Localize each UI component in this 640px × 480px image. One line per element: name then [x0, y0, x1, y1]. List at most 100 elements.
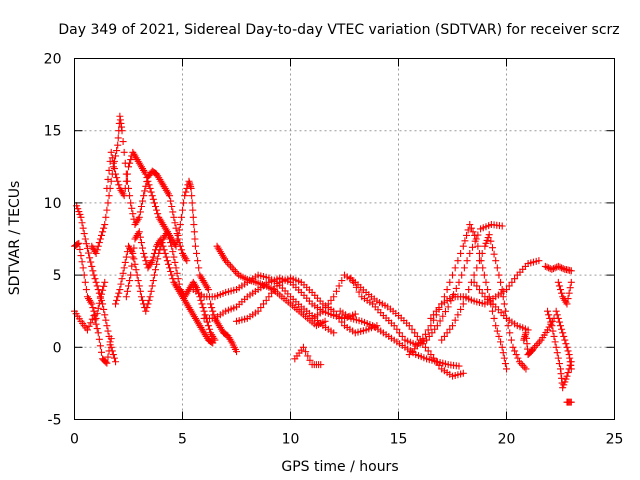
- data-point: [520, 363, 528, 371]
- data-point: [146, 184, 154, 192]
- data-point: [555, 360, 563, 368]
- data-point: [535, 338, 543, 346]
- data-point: [431, 325, 439, 333]
- data-point: [507, 336, 515, 344]
- data-point: [425, 332, 433, 340]
- data-point: [173, 269, 181, 277]
- data-point: [558, 264, 566, 272]
- data-point: [544, 307, 552, 315]
- data-point: [100, 282, 108, 290]
- data-point: [567, 398, 575, 406]
- data-point: [161, 249, 169, 257]
- data-point: [515, 358, 523, 366]
- data-point: [452, 284, 460, 292]
- data-point: [469, 228, 477, 236]
- data-point: [427, 314, 435, 322]
- x-tick-label: 10: [282, 432, 300, 448]
- data-point: [148, 192, 156, 200]
- series-track-10: [189, 271, 338, 337]
- x-tick-label: 5: [178, 432, 187, 448]
- data-point: [210, 311, 218, 319]
- data-point: [304, 352, 312, 360]
- data-point: [189, 213, 197, 221]
- data-point: [96, 293, 104, 301]
- data-point: [188, 192, 196, 200]
- data-point: [127, 156, 135, 164]
- data-point: [82, 240, 90, 248]
- data-point: [567, 278, 575, 286]
- data-point: [473, 282, 481, 290]
- data-point: [99, 300, 107, 308]
- data-point: [228, 264, 236, 272]
- data-point: [122, 253, 130, 261]
- data-point: [99, 286, 107, 294]
- data-point: [145, 181, 153, 189]
- data-point: [96, 235, 104, 243]
- x-tick-label: 0: [70, 432, 79, 448]
- data-point: [564, 347, 572, 355]
- data-point: [449, 322, 456, 330]
- data-point: [142, 170, 150, 178]
- data-point: [109, 351, 117, 359]
- data-point: [436, 317, 444, 325]
- data-point: [132, 266, 140, 274]
- data-point: [332, 311, 340, 319]
- grid: [74, 58, 615, 420]
- data-point: [472, 235, 480, 243]
- data-point: [98, 231, 105, 239]
- data-point: [481, 242, 489, 250]
- data-point: [135, 282, 143, 290]
- data-point: [492, 322, 500, 330]
- data-point: [548, 322, 556, 330]
- data-point: [497, 338, 505, 346]
- data-point: [137, 293, 145, 301]
- data-point: [136, 287, 144, 295]
- data-point: [131, 260, 139, 268]
- data-point: [527, 347, 535, 355]
- data-point: [114, 134, 122, 142]
- data-point: [139, 244, 147, 252]
- data-point: [551, 264, 559, 272]
- data-point: [99, 228, 107, 236]
- data-point: [257, 304, 265, 312]
- data-point: [78, 219, 86, 227]
- data-point: [172, 224, 180, 232]
- data-point: [194, 257, 202, 265]
- data-point: [519, 361, 527, 369]
- data-point: [478, 249, 486, 257]
- data-point: [506, 329, 514, 337]
- data-point: [459, 242, 467, 250]
- data-point: [126, 277, 134, 285]
- data-point: [167, 197, 175, 205]
- data-point: [338, 277, 346, 285]
- data-point: [559, 329, 567, 337]
- x-tick-label: 20: [498, 432, 516, 448]
- data-point: [179, 206, 186, 214]
- data-point: [432, 307, 440, 315]
- data-point: [265, 293, 273, 301]
- data-point: [162, 253, 170, 261]
- data-point: [350, 279, 358, 287]
- data-point: [398, 332, 406, 340]
- y-tick-label: 0: [53, 340, 62, 356]
- data-point: [254, 307, 262, 315]
- data-point: [181, 192, 189, 200]
- data-point: [177, 213, 185, 221]
- data-point: [170, 213, 178, 221]
- data-point: [462, 293, 470, 301]
- data-point: [433, 322, 441, 330]
- data-point: [177, 246, 185, 254]
- data-point: [152, 203, 159, 211]
- data-point: [560, 381, 568, 389]
- data-point: [110, 165, 118, 173]
- data-point: [500, 300, 508, 308]
- data-point: [144, 300, 152, 308]
- data-point: [330, 293, 338, 301]
- data-point: [98, 296, 105, 304]
- data-point: [103, 359, 111, 367]
- data-point: [125, 163, 132, 171]
- data-point: [104, 353, 112, 361]
- data-point: [112, 152, 120, 160]
- data-point: [116, 286, 124, 294]
